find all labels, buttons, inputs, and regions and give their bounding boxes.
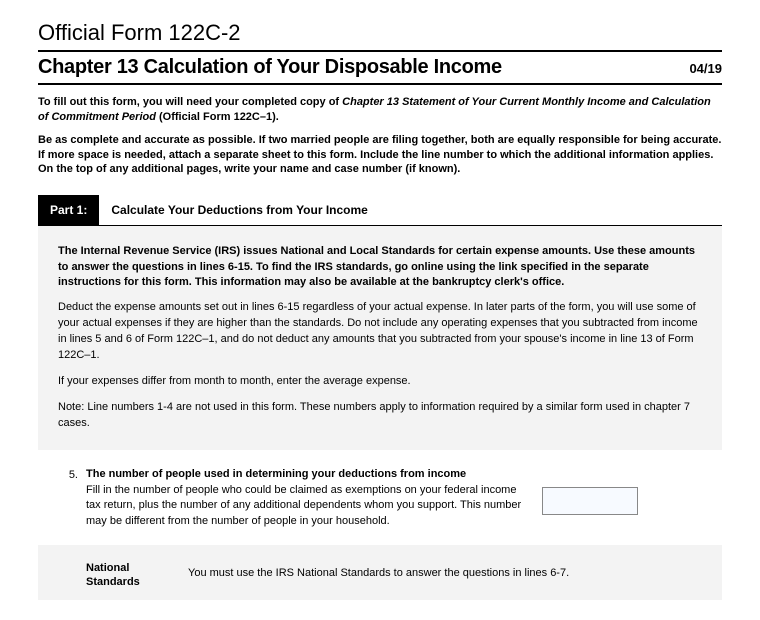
instructions-body1: Deduct the expense amounts set out in li… — [58, 300, 702, 364]
instructions-body2: If your expenses differ from month to mo… — [58, 374, 702, 390]
q5-title: The number of people used in determining… — [86, 468, 702, 480]
intro-para1-suffix: (Official Form 122C–1). — [156, 111, 279, 123]
national-standards-text: You must use the IRS National Standards … — [188, 561, 569, 579]
intro-para1: To fill out this form, you will need you… — [38, 95, 722, 125]
question-5: 5. The number of people used in determin… — [38, 450, 722, 545]
form-number: Official Form 122C-2 — [38, 20, 722, 46]
intro-para2: Be as complete and accurate as possible.… — [38, 133, 722, 178]
instructions-bold: The Internal Revenue Service (IRS) issue… — [58, 244, 702, 290]
national-standards-row: National Standards You must use the IRS … — [38, 545, 722, 600]
intro-para1-prefix: To fill out this form, you will need you… — [38, 96, 342, 108]
form-date: 04/19 — [689, 61, 722, 76]
part1-header: Part 1: Calculate Your Deductions from Y… — [38, 195, 722, 225]
part1-label: Part 1: — [38, 195, 99, 225]
q5-body-row: Fill in the number of people who could b… — [86, 483, 702, 529]
instructions-body3: Note: Line numbers 1-4 are not used in t… — [58, 400, 702, 432]
title-row: Chapter 13 Calculation of Your Disposabl… — [38, 50, 722, 85]
q5-input[interactable] — [542, 487, 638, 515]
main-title: Chapter 13 Calculation of Your Disposabl… — [38, 56, 502, 79]
instructions-box: The Internal Revenue Service (IRS) issue… — [38, 225, 722, 450]
intro-block: To fill out this form, you will need you… — [38, 95, 722, 177]
q5-content: The number of people used in determining… — [86, 468, 702, 529]
q5-body-text: Fill in the number of people who could b… — [86, 483, 526, 529]
q5-number: 5. — [58, 468, 78, 529]
part1-title: Calculate Your Deductions from Your Inco… — [99, 195, 722, 225]
national-standards-label: National Standards — [86, 561, 158, 590]
